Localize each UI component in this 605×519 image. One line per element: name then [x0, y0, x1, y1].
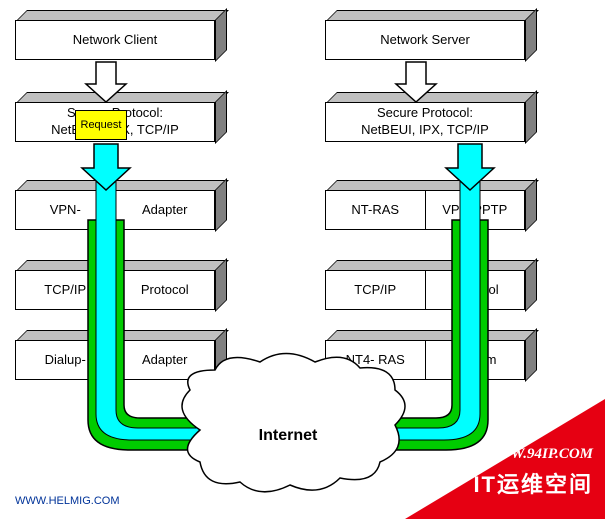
right-box-3-front: TCP/IPProtocol	[325, 270, 525, 310]
request-label: Request	[81, 119, 122, 131]
left-box-4-right-label: Adapter	[116, 341, 215, 379]
left-box-3-front: TCP/IPProtocol	[15, 270, 215, 310]
left-box-3-left-label: TCP/IP	[16, 271, 116, 309]
left-box-0-front: Network Client	[15, 20, 215, 60]
right-box-4-left-label: NT4- RAS	[326, 341, 426, 379]
cloud-label: Internet	[259, 427, 318, 444]
request-callout: Request	[75, 110, 127, 140]
green-arrowhead-right	[308, 404, 348, 464]
left-box-4-front: Dialup-Adapter	[15, 340, 215, 380]
right-box-3-left-label: TCP/IP	[326, 271, 426, 309]
left-box-2-front: VPN-Adapter	[15, 190, 215, 230]
footer-link[interactable]: WWW.HELMIG.COM	[15, 495, 120, 507]
right-box-4-right-label: Modem	[426, 341, 525, 379]
right-box-2-front: NT-RASVPN-PPTP	[325, 190, 525, 230]
right-box-3-right-label: Protocol	[426, 271, 525, 309]
left-box-3-right-label: Protocol	[116, 271, 215, 309]
banner-title: IT运维空间	[473, 467, 593, 499]
banner-url: WWW.94IP.COM	[484, 446, 593, 463]
right-box-1-front: Secure Protocol: NetBEUI, IPX, TCP/IP	[325, 102, 525, 142]
right-box-2-right-label: VPN-PPTP	[426, 191, 525, 229]
left-box-4-left-label: Dialup-	[16, 341, 116, 379]
right-box-2-left-label: NT-RAS	[326, 191, 426, 229]
left-box-2-right-label: Adapter	[116, 191, 215, 229]
green-arrowhead-left	[228, 404, 268, 464]
left-box-2-left-label: VPN-	[16, 191, 116, 229]
right-box-0-front: Network Server	[325, 20, 525, 60]
right-box-4-front: NT4- RASModem	[325, 340, 525, 380]
